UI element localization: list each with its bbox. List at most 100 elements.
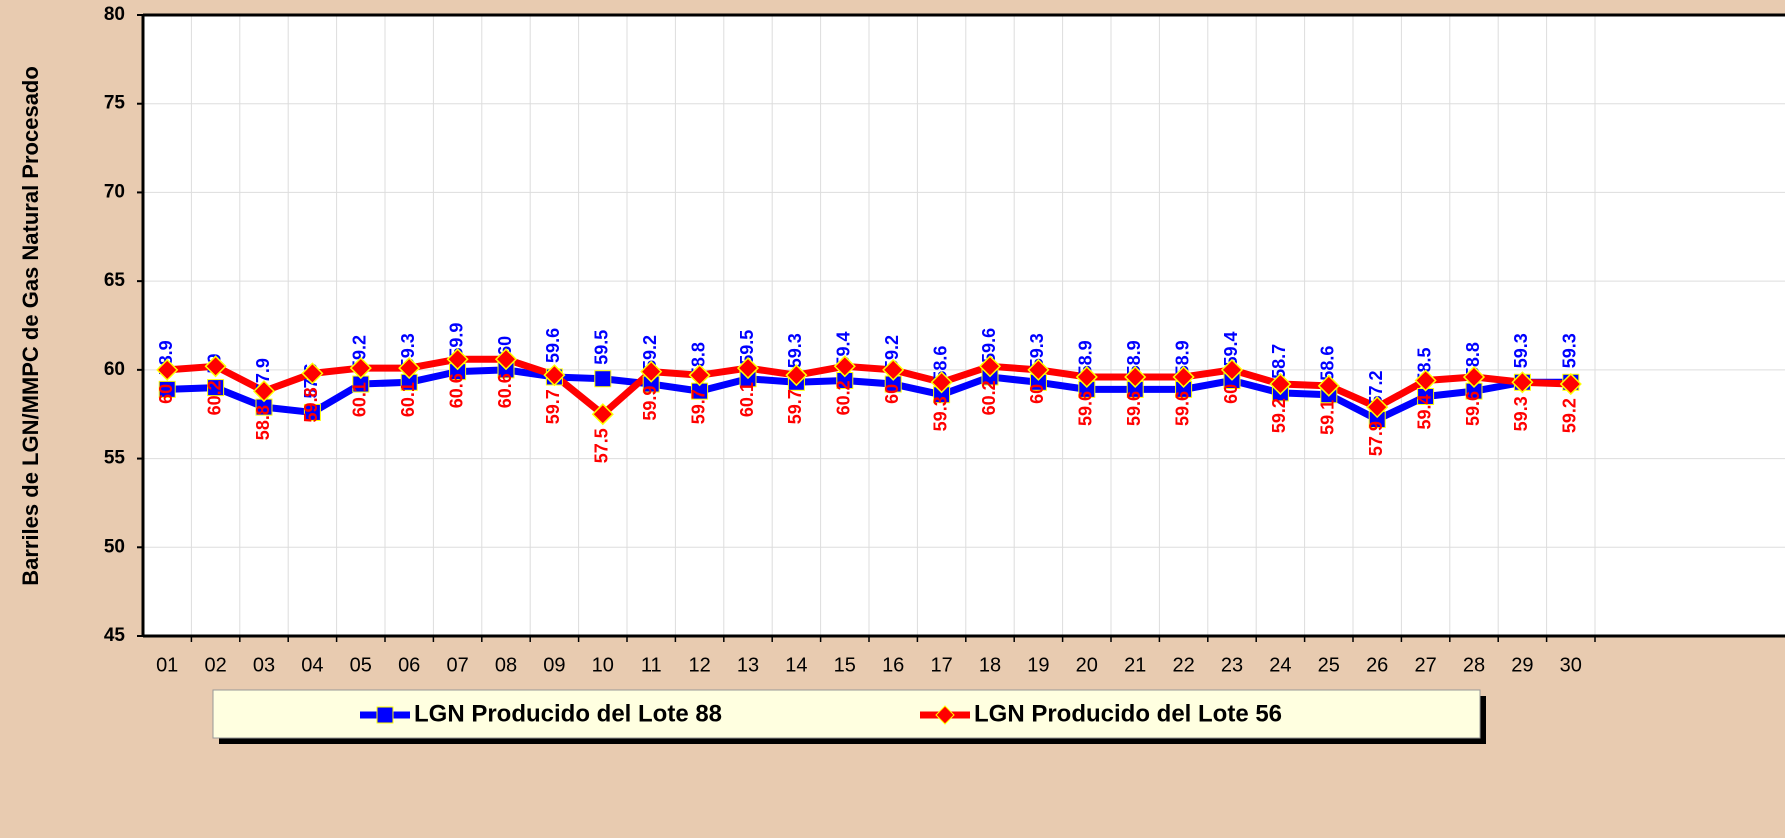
data-label: 57.5 [592,428,612,463]
marker-diamond [591,403,614,426]
data-label: 60.6 [446,373,466,408]
data-label: 60 [882,384,902,404]
marker-diamond [1462,365,1486,389]
x-tick-label: 12 [688,654,710,676]
data-label: 58.6 [930,346,950,381]
y-tick-label: 80 [104,4,125,25]
y-tick-label: 55 [104,448,126,469]
marker-diamond [1317,374,1340,397]
x-tick-label: 22 [1172,654,1194,676]
marker-diamond [833,355,856,378]
data-label: 60.2 [204,380,224,415]
x-tick-label: 04 [301,654,323,676]
legend-label: LGN Producido del Lote 56 [974,700,1282,727]
data-label: 59.6 [1076,391,1096,426]
data-label: 58.8 [253,405,273,440]
data-label: 60.2 [979,380,999,415]
legend-label: LGN Producido del Lote 88 [414,700,722,727]
legend-marker [935,705,955,725]
data-label: 58.9 [1076,340,1096,375]
x-tick-label: 19 [1027,654,1049,676]
marker-diamond [1075,365,1098,389]
data-label: 59.3 [1511,333,1531,368]
x-tick-label: 11 [641,654,662,676]
data-label: 59.5 [737,330,757,365]
data-label: 59.6 [1124,391,1144,426]
data-label: 59.4 [834,331,854,366]
data-label: 60.1 [398,382,418,417]
data-label: 59.4 [1414,395,1434,430]
data-label: 59.3 [1027,333,1047,368]
x-tick-label: 08 [495,654,517,676]
x-tick-label: 02 [204,654,226,676]
marker-diamond [785,364,808,387]
data-label: 59.7 [543,389,563,424]
legend-marker [376,706,394,724]
y-tick-label: 50 [104,536,125,557]
data-label: 59.2 [640,335,660,370]
x-tick-label: 09 [543,654,565,676]
x-tick-label: 07 [446,654,468,676]
y-tick-label: 70 [104,181,125,202]
marker-diamond [1414,369,1437,392]
data-label: 59.9 [640,386,660,421]
marker-diamond [301,362,324,385]
marker-diamond [1220,358,1244,381]
data-label: 58.7 [1269,344,1289,379]
x-tick-label: 13 [737,654,759,676]
x-tick-label: 03 [253,654,275,676]
data-label: 59.2 [882,335,902,370]
marker-diamond [349,357,372,380]
x-tick-label: 20 [1076,654,1098,676]
data-label: 58.9 [1124,340,1144,375]
marker-diamond [1124,365,1147,389]
x-tick-label: 05 [350,654,372,676]
marker-diamond [736,357,760,380]
x-tick-label: 16 [882,654,904,676]
data-label: 59.6 [1172,391,1192,426]
data-label: 60 [1221,384,1241,404]
data-label: 59.1 [1318,400,1338,435]
data-label: 60.2 [834,380,854,415]
data-label: 59.3 [930,396,950,431]
data-label: 59.5 [592,330,612,365]
marker-square [207,379,225,397]
data-label: 60.1 [350,382,370,417]
y-axis-title: Barriles de LGN/MMPC de Gas Natural Proc… [18,66,43,586]
x-tick-label: 25 [1318,654,1340,676]
x-tick-label: 17 [930,654,952,676]
marker-diamond [156,358,179,381]
data-label: 59.6 [979,328,999,363]
data-label: 60 [156,384,176,404]
y-tick-label: 45 [104,625,126,646]
marker-square [594,370,612,388]
marker-diamond [640,360,663,383]
x-tick-label: 18 [979,654,1001,676]
marker-diamond [688,364,711,387]
marker-square [158,380,176,398]
data-label: 59.4 [1221,331,1241,366]
marker-diamond [1366,396,1389,419]
x-tick-label: 24 [1269,654,1291,676]
marker-square [303,403,321,421]
marker-diamond [1172,365,1195,389]
data-label: 59.7 [688,389,708,424]
data-label: 58.9 [1172,340,1192,375]
marker-diamond [1559,372,1582,396]
x-tick-label: 29 [1511,654,1533,676]
marker-diamond [204,355,227,378]
marker-diamond [882,358,905,381]
data-label: 58.6 [1318,346,1338,381]
data-label: 60.6 [495,373,515,408]
data-label: 59.6 [543,328,563,363]
marker-diamond [1511,371,1534,394]
y-tick-label: 65 [104,270,126,291]
data-label: 60 [1027,384,1047,404]
x-tick-label: 10 [592,654,614,676]
x-tick-label: 28 [1463,654,1485,676]
x-tick-label: 01 [156,654,178,676]
marker-diamond [978,355,1002,378]
data-label: 59.2 [1269,398,1289,433]
marker-diamond [543,364,566,387]
